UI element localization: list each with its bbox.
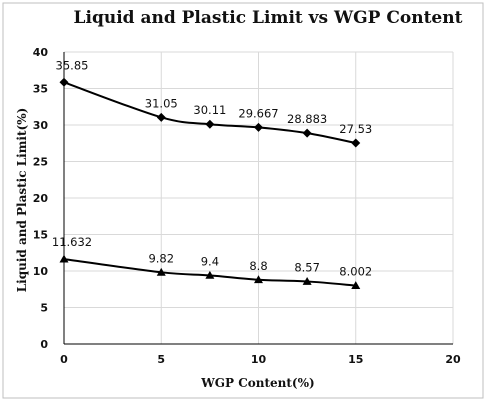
gridlines xyxy=(64,51,454,344)
data-point-triangle xyxy=(205,270,215,279)
x-tick-label: 10 xyxy=(251,353,267,366)
data-point-diamond xyxy=(302,128,312,138)
data-point-triangle xyxy=(156,267,166,276)
y-tick-label: 10 xyxy=(33,265,49,278)
chart-title: Liquid and Plastic Limit vs WGP Content xyxy=(74,8,463,28)
x-tick-label: 20 xyxy=(445,353,461,366)
y-axis-title: Liquid and Plastic Limit(%) xyxy=(15,108,29,293)
x-axis-title: WGP Content(%) xyxy=(200,376,314,390)
y-tick-label: 20 xyxy=(33,192,49,205)
data-point-diamond xyxy=(205,119,215,129)
data-label: 29.667 xyxy=(238,106,278,120)
data-point-triangle xyxy=(302,276,312,285)
series-1 xyxy=(59,77,361,148)
x-tick-label: 5 xyxy=(157,353,165,366)
axes: 0 5 10 15 20 25 30 35 40 0 5 10 15 20 xyxy=(33,46,461,366)
data-label: 9.4 xyxy=(201,254,219,268)
data-label: 28.883 xyxy=(287,112,327,126)
data-label: 8.8 xyxy=(249,259,267,273)
y-tick-label: 30 xyxy=(33,119,49,132)
data-point-diamond xyxy=(351,138,361,148)
data-point-diamond xyxy=(59,77,69,87)
data-point-diamond xyxy=(254,122,263,132)
y-tick-label: 5 xyxy=(40,302,48,315)
y-tick-label: 40 xyxy=(33,46,49,59)
data-label: 8.57 xyxy=(294,260,320,274)
data-label: 31.05 xyxy=(145,96,178,110)
y-tick-label: 25 xyxy=(33,156,48,169)
series-2 xyxy=(59,254,361,289)
y-tick-label: 15 xyxy=(33,229,48,242)
data-point-triangle xyxy=(254,275,263,284)
data-label: 35.85 xyxy=(56,58,89,72)
data-label: 30.11 xyxy=(193,103,226,117)
data-labels: 35.85 31.05 30.11 29.667 28.883 27.53 11.632 9.… xyxy=(52,58,372,278)
data-label: 8.002 xyxy=(339,265,372,279)
x-tick-label: 0 xyxy=(60,353,68,366)
data-label: 27.53 xyxy=(339,122,372,136)
data-label: 11.632 xyxy=(52,235,92,249)
x-tick-label: 15 xyxy=(348,353,363,366)
series-layer xyxy=(59,77,361,289)
data-label: 9.82 xyxy=(148,251,174,265)
y-tick-label: 35 xyxy=(33,83,48,96)
y-tick-label: 0 xyxy=(40,338,48,351)
data-point-triangle xyxy=(59,254,69,263)
data-point-diamond xyxy=(156,112,166,122)
data-point-triangle xyxy=(351,281,361,289)
